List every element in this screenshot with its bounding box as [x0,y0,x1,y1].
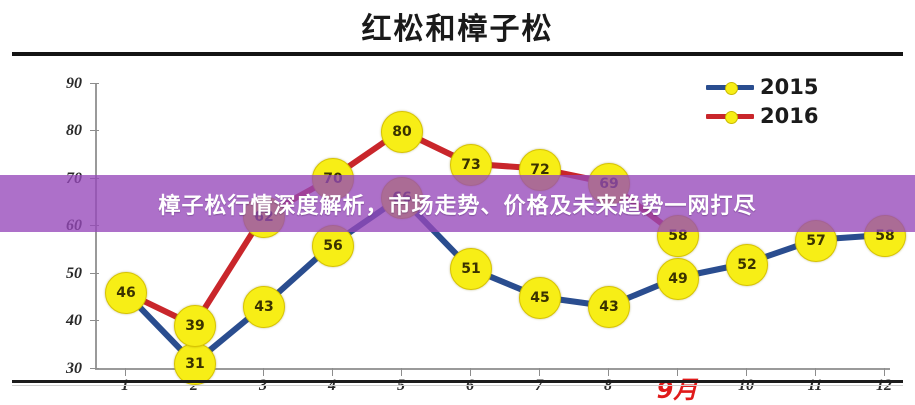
y-tick-80 [90,130,99,131]
x-tick-11 [815,368,816,376]
bottom-divider-thin [12,385,903,386]
overlay-banner-text: 樟子松行情深度解析，市场走势、价格及未来趋势一网打尽 [158,193,757,219]
y-axis-label-30: 30 [66,360,82,377]
data-point-2015-m3: 43 [243,286,285,329]
y-tick-90 [90,83,99,84]
page-title: 红松和樟子松 [361,12,554,47]
data-point-2015-m6: 51 [450,248,492,291]
legend: 2015 2016 [706,72,818,130]
y-axis-label-80: 80 [66,122,82,139]
legend-item-2016[interactable]: 2016 [706,101,818,130]
x-tick-1 [125,368,126,376]
y-axis-label-90: 90 [66,75,82,92]
x-tick-3 [263,368,264,376]
y-tick-30 [90,368,99,369]
title-divider [12,52,903,56]
data-point-2015-m9: 49 [657,257,699,300]
x-tick-7 [539,368,540,376]
data-point-2016-m2: 39 [174,305,216,348]
x-axis-line [95,368,890,370]
bottom-divider [12,380,903,383]
overlay-banner: 樟子松行情深度解析，市场走势、价格及未来趋势一网打尽 [0,175,915,232]
data-point-2015-m2: 31 [174,343,216,386]
data-point-2015-m8: 43 [588,286,630,329]
data-point-2015-m1: 46 [105,272,147,314]
y-tick-40 [90,320,99,321]
x-tick-10 [746,368,747,376]
data-point-2016-m5: 80 [381,110,423,153]
y-axis-label-50: 50 [66,265,82,282]
legend-marker-2015 [706,80,754,95]
y-axis-label-40: 40 [66,312,82,329]
legend-label-2016: 2016 [760,103,819,128]
data-point-2015-m10: 52 [726,243,768,286]
x-tick-12 [884,368,885,376]
legend-marker-2016 [706,109,754,124]
x-tick-8 [608,368,609,376]
x-tick-4 [332,368,333,376]
x-tick-6 [470,368,471,376]
x-tick-9 [677,368,678,376]
x-tick-5 [401,368,402,376]
legend-label-2015: 2015 [760,74,819,99]
legend-item-2015[interactable]: 2015 [706,72,818,101]
y-tick-50 [90,273,99,274]
data-point-2015-m7: 45 [519,276,561,319]
